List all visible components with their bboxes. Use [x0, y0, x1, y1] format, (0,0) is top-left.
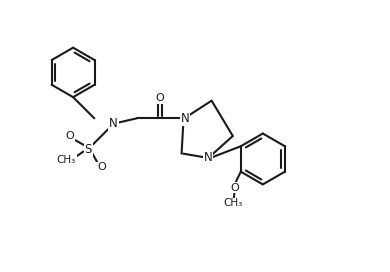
- Text: CH₃: CH₃: [223, 199, 242, 208]
- Text: N: N: [109, 117, 118, 130]
- Text: O: O: [230, 183, 239, 193]
- Text: CH₃: CH₃: [57, 155, 76, 165]
- Text: O: O: [98, 162, 106, 172]
- Text: N: N: [181, 112, 190, 125]
- Text: O: O: [66, 131, 74, 141]
- Text: N: N: [204, 151, 213, 164]
- Text: O: O: [155, 93, 164, 103]
- Text: S: S: [85, 143, 92, 156]
